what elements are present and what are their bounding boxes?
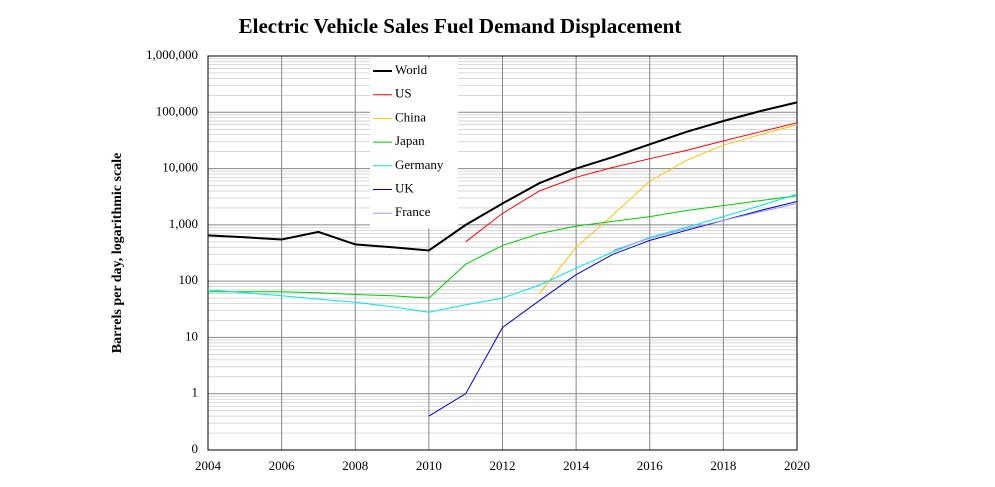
legend-label: UK — [395, 180, 414, 195]
plot-border — [207, 55, 798, 451]
x-tick-label: 2012 — [490, 458, 516, 473]
legend-label: Germany — [395, 157, 444, 172]
y-tick-label: 100,000 — [156, 103, 198, 118]
x-tick-label: 2006 — [269, 458, 296, 473]
legend-label: France — [395, 204, 431, 219]
x-tick-label: 2016 — [637, 458, 664, 473]
y-tick-label: 1,000 — [169, 216, 198, 231]
series-line — [208, 195, 798, 299]
series-line — [207, 193, 798, 313]
x-tick-label: 2018 — [710, 458, 736, 473]
y-tick-label: 1,000,000 — [146, 47, 198, 62]
legend-label: World — [395, 62, 428, 77]
y-tick-label: 10 — [185, 328, 198, 343]
x-tick-label: 2014 — [563, 458, 590, 473]
legend-label: Japan — [395, 133, 425, 148]
legend-label: China — [395, 109, 426, 124]
series-line — [465, 122, 798, 243]
series-line — [612, 203, 798, 251]
legend-box — [370, 58, 458, 228]
y-tick-label: 100 — [179, 272, 199, 287]
series-line — [538, 124, 798, 294]
y-tick-label: 0 — [192, 441, 199, 456]
x-tick-label: 2008 — [342, 458, 368, 473]
x-tick-label: 2004 — [195, 458, 222, 473]
x-tick-label: 2010 — [416, 458, 442, 473]
chart-title: Electric Vehicle Sales Fuel Demand Displ… — [239, 14, 682, 38]
y-axis-label: Barrels per day, logarithmic scale — [110, 153, 125, 354]
series-line — [207, 101, 798, 252]
legend-label: US — [395, 86, 412, 101]
y-tick-label: 1 — [192, 385, 199, 400]
y-tick-label: 10,000 — [162, 160, 198, 175]
x-tick-label: 2020 — [784, 458, 810, 473]
